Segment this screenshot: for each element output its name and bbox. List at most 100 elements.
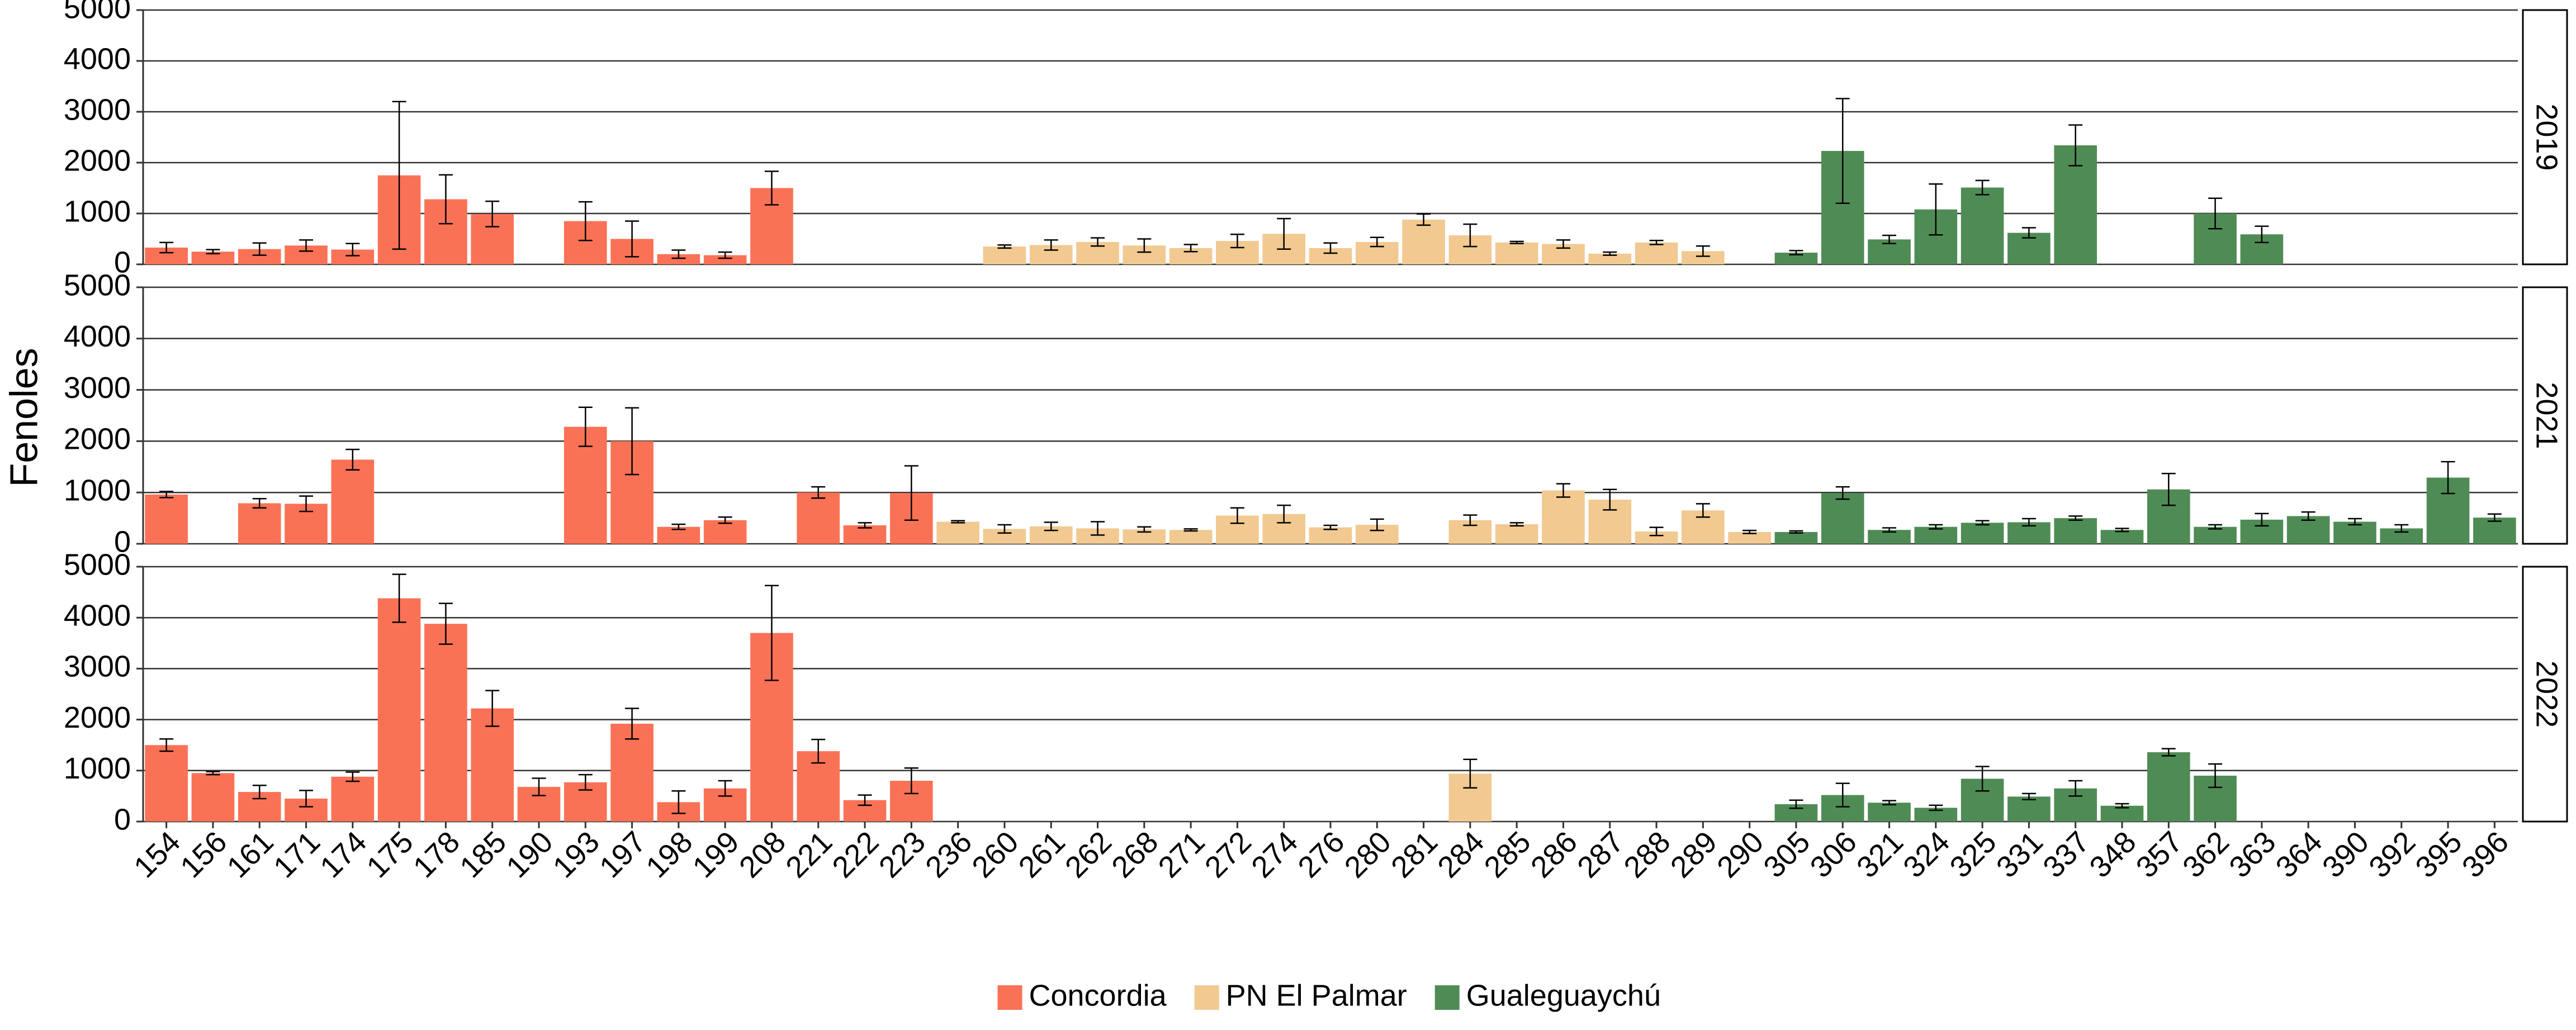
bar — [1588, 253, 1632, 264]
bar — [1774, 253, 1818, 264]
error-bar — [2301, 511, 2315, 521]
error-bar — [252, 784, 267, 800]
error-bar — [1183, 244, 1198, 253]
error-bar — [764, 585, 779, 681]
x-tick-label: 268 — [1105, 825, 1164, 884]
error-bar — [345, 771, 360, 782]
bar — [1961, 523, 2004, 544]
error-bar — [345, 243, 360, 257]
x-tick-label: 272 — [1199, 825, 1258, 884]
bar — [424, 624, 467, 822]
x-tick-label: 156 — [174, 825, 233, 884]
error-bar — [1370, 236, 1384, 248]
error-bar — [578, 406, 593, 447]
error-bar — [1929, 524, 1943, 530]
error-bar — [1975, 766, 1990, 792]
bar — [471, 708, 514, 822]
bar — [1914, 526, 1958, 544]
bar — [2194, 526, 2237, 544]
error-bar — [1137, 526, 1152, 533]
error-bar — [2068, 124, 2083, 167]
y-tick-label: 5000 — [64, 268, 131, 302]
error-bar — [1463, 758, 1478, 789]
bar — [2054, 518, 2097, 544]
error-bar — [1091, 521, 1105, 536]
error-bar — [625, 220, 640, 258]
y-axis-title: Fenoles — [2, 348, 45, 487]
error-bar — [206, 249, 220, 255]
error-bar — [2115, 803, 2129, 809]
error-bar — [2161, 748, 2176, 757]
error-bar — [951, 520, 965, 524]
error-bar — [1649, 239, 1664, 245]
bar — [1169, 530, 1213, 544]
error-bar — [2068, 780, 2083, 797]
bar — [703, 255, 747, 264]
x-tick-label: 154 — [127, 825, 187, 884]
error-bar — [2021, 227, 2036, 239]
error-bar — [997, 524, 1012, 534]
x-tick-label: 306 — [1804, 825, 1863, 884]
error-bar — [2208, 763, 2223, 789]
error-bar — [299, 239, 314, 252]
error-bar — [2255, 225, 2269, 244]
legend-swatch — [1434, 985, 1460, 1010]
x-tick-label: 171 — [267, 825, 326, 884]
y-tick-label: 1000 — [64, 194, 131, 228]
x-tick-label: 287 — [1571, 825, 1630, 884]
y-tick-label: 3000 — [64, 371, 131, 405]
error-bar — [1556, 239, 1570, 249]
error-bar — [1789, 799, 1803, 809]
error-bar — [1882, 800, 1897, 806]
error-bar — [671, 249, 686, 259]
x-tick-label: 364 — [2270, 825, 2329, 884]
error-bar — [2115, 528, 2129, 533]
error-bar — [1882, 527, 1897, 533]
x-tick-label: 262 — [1059, 825, 1118, 884]
legend-swatch — [997, 985, 1022, 1010]
legend-label: Concordia — [1029, 979, 1167, 1012]
error-bar — [718, 251, 732, 259]
error-bar — [578, 201, 593, 241]
error-bar — [811, 486, 826, 499]
error-bar — [1603, 488, 1617, 511]
error-bar — [858, 522, 872, 529]
x-tick-label: 198 — [640, 825, 699, 884]
error-bar — [1789, 530, 1803, 534]
error-bar — [625, 407, 640, 476]
error-bar — [1929, 804, 1943, 811]
bar — [610, 723, 654, 822]
error-bar — [1509, 522, 1524, 527]
error-bar — [1509, 240, 1524, 244]
x-tick-label: 222 — [826, 825, 885, 884]
error-bar — [2021, 518, 2036, 527]
error-bar — [1277, 217, 1291, 250]
error-bar — [1044, 521, 1058, 531]
y-tick-label: 0 — [114, 525, 131, 558]
error-bar — [1417, 213, 1431, 226]
error-bar — [2487, 513, 2502, 522]
error-bar — [1323, 242, 1338, 254]
x-tick-label: 161 — [221, 825, 280, 884]
bar — [1961, 187, 2004, 264]
bar — [191, 773, 235, 822]
x-tick-label: 174 — [314, 825, 373, 884]
bar — [145, 494, 188, 544]
error-bar — [1463, 223, 1478, 248]
error-bar — [392, 101, 406, 250]
x-tick-label: 280 — [1338, 825, 1398, 884]
error-bar — [1230, 507, 1244, 524]
error-bar — [1183, 528, 1198, 532]
x-tick-label: 190 — [500, 825, 559, 884]
legend-swatch — [1194, 985, 1219, 1010]
error-bar — [1696, 245, 1710, 257]
y-tick-label: 2000 — [64, 144, 131, 177]
error-bar — [2347, 518, 2362, 526]
x-tick-label: 281 — [1385, 825, 1444, 884]
y-tick-label: 5000 — [64, 548, 131, 581]
facet-strip — [2522, 9, 2568, 265]
bar — [2147, 752, 2190, 822]
bar — [377, 598, 421, 822]
error-bar — [671, 790, 686, 814]
